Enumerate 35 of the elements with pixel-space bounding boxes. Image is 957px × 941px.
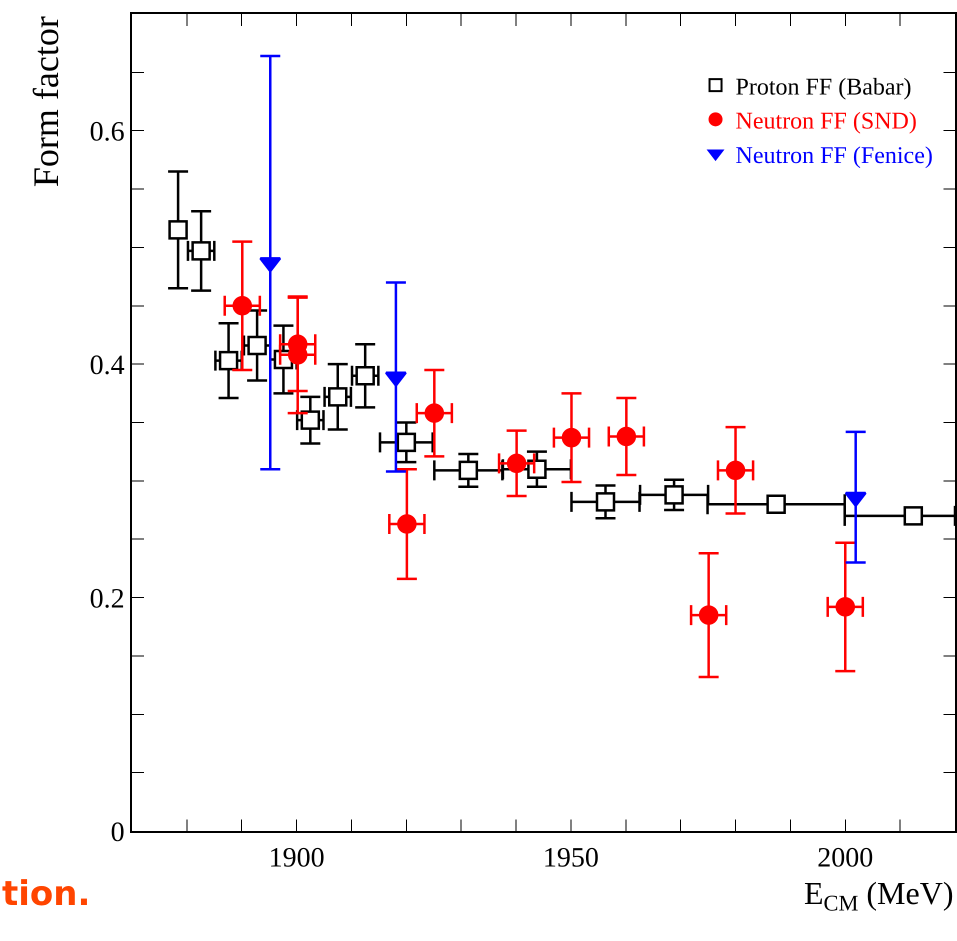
point xyxy=(168,220,188,240)
point xyxy=(355,366,375,386)
y-tick-label: 0 xyxy=(110,816,125,848)
point xyxy=(698,605,718,625)
y-tick-label: 0.6 xyxy=(90,116,125,148)
point xyxy=(396,432,416,452)
point xyxy=(300,410,320,430)
point xyxy=(596,492,616,512)
legend-label: Neutron FF (SND) xyxy=(736,108,917,135)
y-tick-label: 0.4 xyxy=(90,350,125,381)
x-tick-label: 2000 xyxy=(817,842,874,874)
text: tion. xyxy=(2,874,90,914)
point xyxy=(247,336,267,356)
point xyxy=(616,426,636,446)
point xyxy=(664,485,684,505)
point xyxy=(766,494,786,514)
y-axis-title: Form factor xyxy=(26,16,66,188)
x-tick-label: 1950 xyxy=(542,842,599,874)
point xyxy=(397,514,417,534)
point xyxy=(232,296,252,316)
point xyxy=(458,460,478,480)
point xyxy=(562,428,582,448)
point xyxy=(218,350,238,370)
point xyxy=(506,454,526,474)
point xyxy=(726,460,746,480)
point xyxy=(904,506,924,526)
x-axis-title: E$_{CM}$ (MeV) xyxy=(804,875,954,916)
point xyxy=(328,387,348,407)
legend-label: Neutron FF (Fenice) xyxy=(736,142,933,169)
point xyxy=(191,241,211,261)
legend-label: Proton FF (Babar) xyxy=(736,74,912,100)
x-tick-label: 1900 xyxy=(268,842,325,874)
point xyxy=(424,403,444,423)
y-tick-label: 0.2 xyxy=(90,583,125,614)
point xyxy=(836,597,856,617)
